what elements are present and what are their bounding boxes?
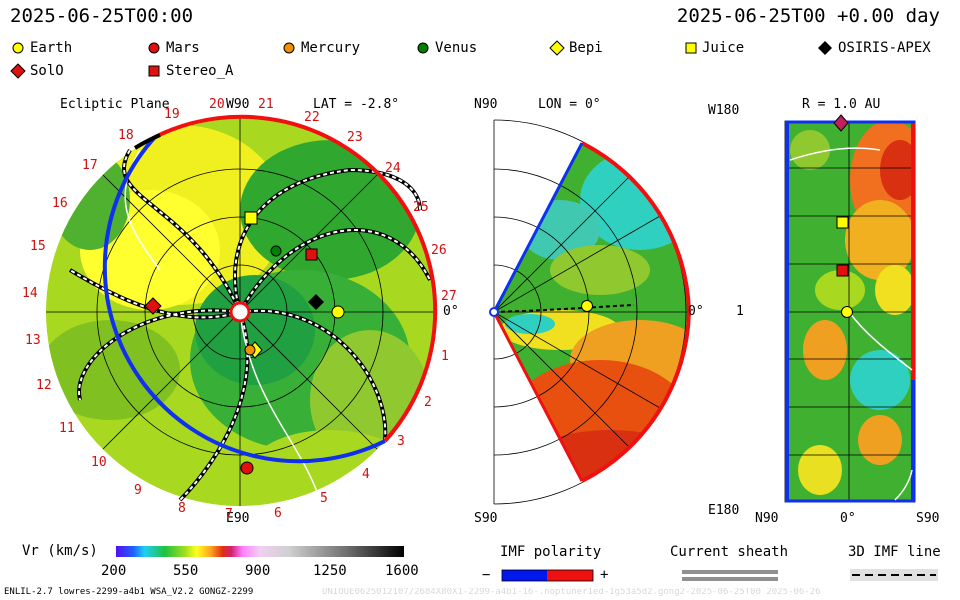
legend-mercury: Mercury [301, 40, 361, 56]
carrington-25: 25 [413, 200, 429, 215]
colorbar-tick-550: 550 [173, 563, 199, 579]
lat-label: LAT = -2.8° [313, 97, 400, 112]
carrington-19: 19 [164, 107, 180, 122]
radial-title: R = 1.0 AU [802, 97, 881, 112]
date-left: 2025-06-25T00:00 [10, 5, 194, 27]
osiris-apex-radial-marker [833, 114, 849, 132]
juice-radial-marker [836, 216, 849, 229]
stereo-a-marker [305, 248, 318, 261]
ecliptic-title: Ecliptic Plane [60, 97, 170, 112]
colorbar-title: Vr (km/s) [22, 543, 98, 559]
carrington-26: 26 [431, 243, 447, 258]
colorbar-tick-200: 200 [101, 563, 127, 579]
carrington-9: 9 [134, 483, 142, 498]
radial-x-label-n90: N90 [755, 511, 779, 526]
venus-marker [270, 245, 282, 257]
radial-bottom-label: E180 [708, 503, 740, 518]
carrington-22: 22 [304, 110, 320, 125]
carrington-21: 21 [258, 97, 274, 112]
legend-mars: Mars [166, 40, 200, 56]
mars-marker [240, 461, 254, 475]
carrington-8: 8 [178, 501, 186, 516]
carrington-24: 24 [385, 161, 401, 176]
radial-mid-label: 1 [736, 304, 744, 319]
earth-marker [331, 305, 345, 319]
footer-model-info: ENLIL-2.7 lowres-2299-a4b1 WSA_V2.2 GONG… [4, 587, 254, 597]
solo-marker [144, 297, 162, 315]
legend-osiris-apex: OSIRIS-APEX [838, 40, 931, 56]
legend-venus: Venus [435, 40, 478, 56]
juice-marker [244, 211, 258, 225]
ecliptic-right-label: 0° [443, 304, 459, 319]
legend-solo: SolO [30, 63, 64, 79]
meridional-right-label: 0° [688, 304, 704, 319]
carrington-23: 23 [347, 130, 363, 145]
legend-earth: Earth [30, 40, 73, 56]
carrington-11: 11 [59, 421, 75, 436]
imf-minus-label: − [482, 567, 491, 583]
carrington-12: 12 [36, 378, 52, 393]
carrington-16: 16 [52, 196, 68, 211]
legend-markers [10, 40, 832, 79]
carrington-6: 6 [274, 506, 282, 521]
lon-label: LON = 0° [538, 97, 601, 112]
footer-run-id: UNIOUE0625012107/2684X80X1-2299-a4b1-16-… [322, 588, 821, 597]
radial-panel [784, 114, 916, 503]
imf-line-title: 3D IMF line [848, 544, 941, 560]
legend-bepi: Bepi [569, 40, 603, 56]
carrington-17: 17 [82, 158, 98, 173]
legend-juice: Juice [702, 40, 745, 56]
carrington-5: 5 [320, 491, 328, 506]
radial-top-label: W180 [708, 103, 740, 118]
carrington-4: 4 [362, 467, 370, 482]
carrington-14: 14 [22, 286, 38, 301]
carrington-27: 27 [441, 289, 457, 304]
osiris-apex-marker [308, 294, 324, 310]
radial-x-label-s90: S90 [916, 511, 940, 526]
imf-polarity-title: IMF polarity [500, 544, 602, 560]
carrington-10: 10 [91, 455, 107, 470]
carrington-7: 7 [225, 507, 233, 522]
colorbar-tick-1600: 1600 [385, 563, 419, 579]
current-sheath-swatch [682, 570, 778, 581]
ecliptic-bottom-label: E90 [226, 511, 250, 526]
meridional-panel [489, 119, 692, 505]
imf-positive-swatch [547, 570, 593, 581]
current-sheath-title: Current sheath [670, 544, 789, 560]
imf-negative-swatch [502, 570, 547, 581]
ecliptic-panel [46, 114, 438, 506]
ecliptic-top-label: W90 [226, 97, 250, 112]
meridional-top-label: N90 [474, 97, 498, 112]
earth-radial-marker [841, 306, 853, 318]
imf-line-swatch [850, 569, 938, 581]
carrington-3: 3 [397, 434, 405, 449]
earth-meridional-marker [581, 300, 593, 312]
legend-stereo-a: Stereo_A [166, 63, 234, 79]
carrington-1: 1 [441, 349, 449, 364]
colorbar-tick-900: 900 [245, 563, 271, 579]
date-right: 2025-06-25T00 +0.00 day [676, 5, 940, 27]
imf-plus-label: + [600, 567, 609, 583]
radial-x-label-0: 0° [840, 511, 856, 526]
carrington-18: 18 [118, 128, 134, 143]
meridional-bottom-label: S90 [474, 511, 498, 526]
carrington-13: 13 [25, 333, 41, 348]
vr-colorbar [116, 546, 404, 557]
carrington-15: 15 [30, 239, 46, 254]
carrington-20: 20 [209, 97, 225, 112]
stereo-a-radial-marker [836, 264, 849, 277]
carrington-2: 2 [424, 395, 432, 410]
mercury-marker [244, 344, 256, 356]
colorbar-tick-1250: 1250 [313, 563, 347, 579]
